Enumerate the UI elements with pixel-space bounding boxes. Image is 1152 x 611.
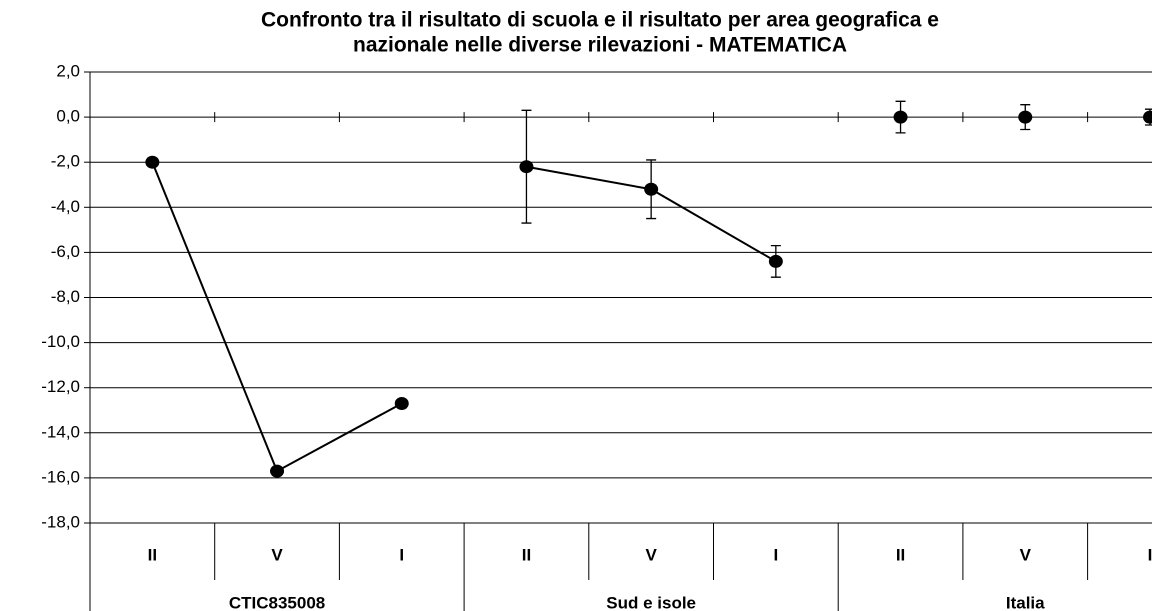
data-point	[270, 464, 285, 478]
chart-title: nazionale nelle diverse rilevazioni - MA…	[353, 34, 847, 57]
data-point	[1142, 110, 1152, 124]
data-point	[519, 160, 534, 174]
y-tick-label: 0,0	[56, 107, 80, 126]
x-tick-label: V	[1020, 545, 1032, 564]
y-tick-label: 2,0	[56, 61, 80, 80]
y-tick-label: -8,0	[51, 287, 80, 306]
x-tick-label: II	[148, 545, 157, 564]
data-point	[768, 254, 783, 268]
y-tick-label: -14,0	[41, 422, 80, 441]
data-point	[893, 110, 908, 124]
y-tick-label: -10,0	[41, 332, 80, 351]
x-tick-label: I	[1148, 545, 1152, 564]
x-tick-label: V	[645, 545, 657, 564]
x-tick-label: I	[399, 545, 404, 564]
y-tick-label: -6,0	[51, 242, 80, 261]
y-tick-label: -2,0	[51, 152, 80, 171]
data-point	[145, 155, 160, 169]
y-tick-label: -18,0	[41, 512, 80, 531]
x-tick-label: V	[271, 545, 283, 564]
x-tick-label: II	[896, 545, 905, 564]
chart-title: Confronto tra il risultato di scuola e i…	[261, 9, 939, 32]
data-point	[644, 182, 659, 196]
x-tick-label: II	[522, 545, 531, 564]
group-label: CTIC835008	[229, 593, 325, 611]
group-label: Italia	[1006, 593, 1045, 611]
series-line	[151, 161, 403, 473]
data-point	[394, 396, 409, 410]
y-tick-label: -12,0	[41, 377, 80, 396]
y-tick-label: -16,0	[41, 467, 80, 486]
x-tick-label: I	[773, 545, 778, 564]
data-point	[1018, 110, 1033, 124]
y-tick-label: -4,0	[51, 197, 80, 216]
group-label: Sud e isole	[606, 593, 696, 611]
